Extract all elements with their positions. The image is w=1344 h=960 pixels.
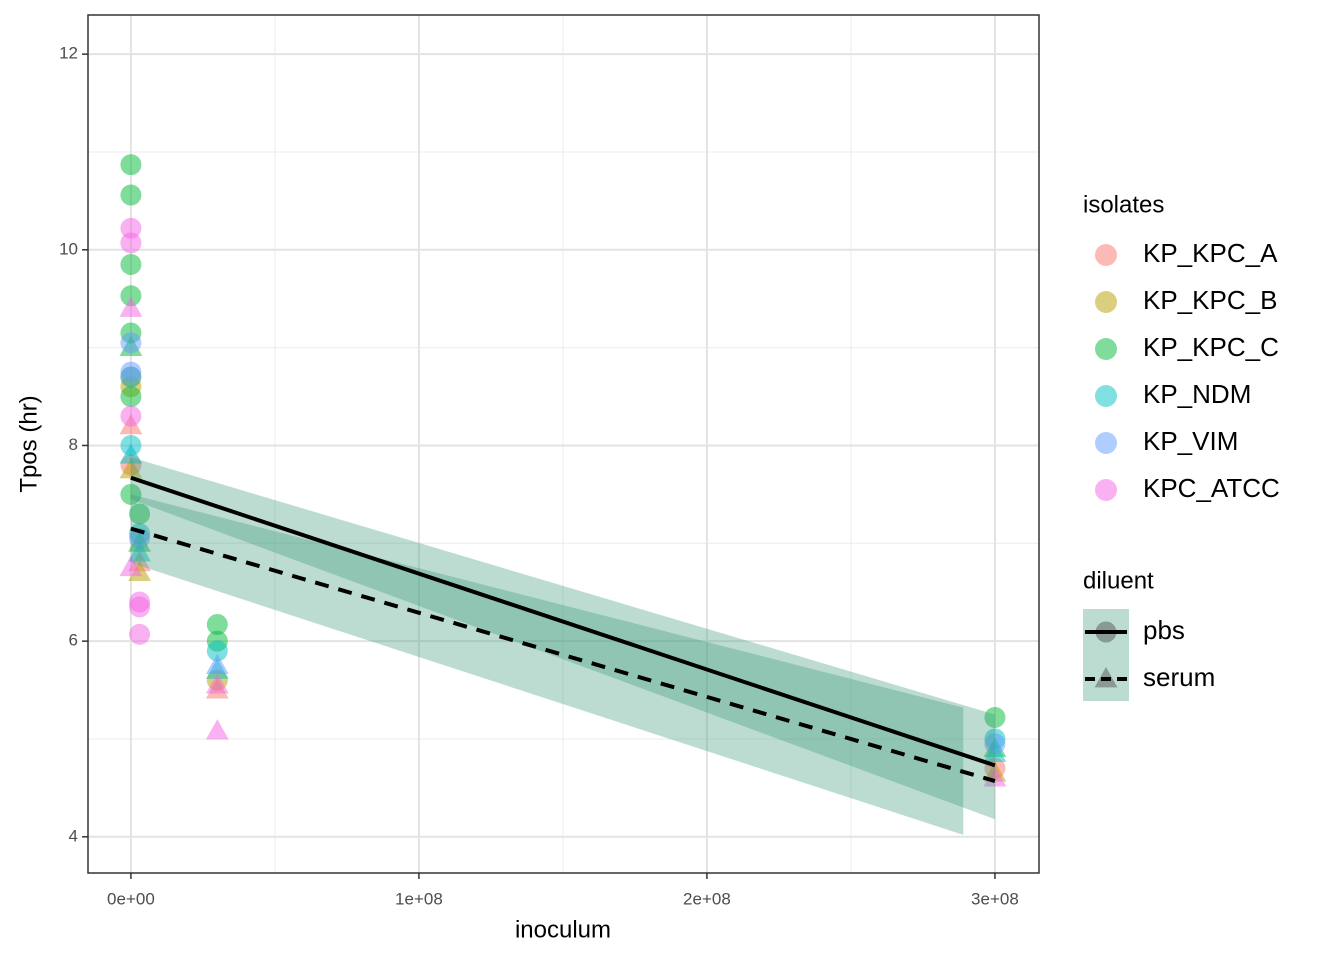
legend-key [1095, 244, 1117, 266]
point [205, 719, 229, 740]
legend-label: KP_KPC_A [1143, 238, 1278, 268]
x-tick-label: 0e+00 [107, 889, 155, 908]
legend-title: isolates [1083, 191, 1164, 218]
point [120, 332, 142, 354]
legend-label: KP_KPC_C [1143, 332, 1279, 362]
legend-key [1095, 385, 1117, 407]
point [120, 232, 142, 254]
point [206, 640, 228, 662]
legend-key [1095, 338, 1117, 360]
point [120, 154, 142, 176]
point [205, 673, 229, 694]
point [119, 443, 143, 464]
point [120, 253, 142, 275]
point [206, 614, 228, 636]
legend-title: diluent [1083, 567, 1154, 594]
fit-line [130, 475, 996, 768]
y-axis-label: Tpos (hr) [15, 395, 42, 492]
panel-border [87, 14, 1040, 874]
point [119, 457, 143, 479]
point [120, 361, 142, 383]
point [120, 405, 142, 427]
point [984, 706, 1006, 728]
point [205, 653, 229, 674]
fit-line [130, 526, 996, 783]
y-tick-label: 12 [59, 44, 78, 63]
legend-label: KP_VIM [1143, 426, 1238, 456]
legend-label: KP_KPC_B [1143, 285, 1277, 315]
point [129, 591, 151, 613]
x-axis-label: inoculum [515, 916, 611, 943]
confidence-band [130, 494, 964, 835]
x-tick-label: 1e+08 [395, 889, 443, 908]
point [129, 503, 151, 525]
point [120, 184, 142, 206]
point [120, 483, 142, 505]
legend-label: serum [1143, 662, 1215, 692]
y-tick-label: 4 [69, 826, 78, 845]
x-tick-label: 3e+08 [971, 889, 1019, 908]
y-tick-label: 6 [69, 631, 78, 650]
legend-label: pbs [1143, 615, 1185, 645]
point [120, 285, 142, 307]
point [120, 386, 142, 408]
point [129, 623, 151, 645]
point [984, 733, 1006, 755]
point [119, 296, 143, 317]
legend-label: KPC_ATCC [1143, 473, 1280, 503]
point [128, 541, 151, 562]
legend-key [1095, 479, 1117, 501]
legend-key [1095, 432, 1117, 454]
legend-key [1095, 291, 1117, 313]
y-tick-label: 10 [59, 239, 78, 258]
point [119, 555, 143, 577]
x-tick-label: 2e+08 [683, 889, 731, 908]
legend-label: KP_NDM [1143, 379, 1251, 409]
point [120, 217, 142, 239]
y-tick-label: 8 [69, 435, 78, 454]
point [129, 527, 151, 549]
